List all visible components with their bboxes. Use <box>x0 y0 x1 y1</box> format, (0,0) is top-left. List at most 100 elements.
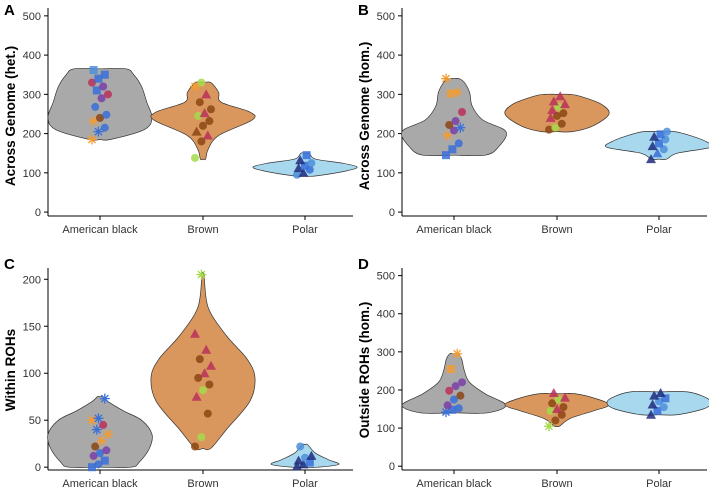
data-point <box>87 134 97 145</box>
x-tick-label: Brown <box>187 224 218 236</box>
data-point <box>442 151 450 160</box>
data-point <box>451 382 460 391</box>
x-tick-label: Polar <box>646 224 672 236</box>
data-point <box>448 145 457 154</box>
data-point <box>441 73 451 84</box>
data-point <box>442 130 453 141</box>
data-point <box>191 391 202 401</box>
data-point <box>195 355 204 364</box>
data-point <box>655 388 666 398</box>
y-tick-label: 0 <box>35 207 41 219</box>
data-point <box>102 110 111 119</box>
data-point <box>207 105 215 114</box>
data-point <box>293 455 304 465</box>
panel-label: A <box>4 2 15 19</box>
data-point <box>89 66 98 75</box>
y-axis-label: Across Genome (het.) <box>3 46 18 186</box>
y-tick-label: 0 <box>35 462 41 474</box>
panel-c: C Within ROHs 0 50 100 150 200 American black… <box>3 256 353 489</box>
star-stroke <box>97 436 106 445</box>
data-point <box>94 460 103 469</box>
data-point <box>190 328 200 338</box>
data-point <box>454 139 463 148</box>
data-point <box>646 154 656 164</box>
data-point <box>206 360 216 370</box>
data-point <box>191 126 202 136</box>
data-point <box>99 420 108 429</box>
data-point <box>649 390 660 400</box>
data-point <box>194 373 203 382</box>
data-point <box>552 404 562 414</box>
data-point <box>301 161 309 170</box>
y-tick-label: 100 <box>23 168 41 180</box>
data-point <box>102 446 111 455</box>
star-stroke <box>453 88 462 97</box>
data-point <box>202 130 213 140</box>
data-point <box>96 449 104 458</box>
data-point <box>555 91 566 101</box>
panel-d: D Outside ROHs (hom.) 0 100 200 300 400 500 Am… <box>357 256 709 489</box>
panel-label: C <box>4 256 15 273</box>
data-point <box>547 105 558 115</box>
y-tick-label: 200 <box>377 129 395 141</box>
violin-american-black <box>401 78 507 157</box>
star-stroke <box>443 131 452 140</box>
y-tick-label: 100 <box>377 168 395 180</box>
data-point <box>647 399 658 409</box>
data-point <box>446 89 455 98</box>
data-point <box>196 269 207 280</box>
data-point <box>559 109 568 118</box>
data-point <box>295 155 306 165</box>
data-point <box>454 404 463 413</box>
violin-american-black <box>47 68 153 141</box>
data-point <box>560 392 570 402</box>
data-point <box>199 368 210 378</box>
data-point <box>661 394 670 403</box>
data-point <box>548 399 557 408</box>
star-stroke <box>456 123 465 132</box>
data-point <box>87 415 97 426</box>
x-tick-label: American black <box>62 478 138 489</box>
x-tick-label: Brown <box>187 478 218 489</box>
x-tick-label: Polar <box>646 478 672 489</box>
star-stroke <box>545 422 553 431</box>
star-stroke <box>197 270 206 279</box>
data-point <box>100 123 109 132</box>
data-point <box>201 89 212 99</box>
x-tick-label: American black <box>416 224 492 236</box>
data-point <box>452 87 463 98</box>
panel-a: A Across Genome (het.) 0 100 200 300 400 500 A… <box>3 2 358 236</box>
data-point <box>646 409 656 419</box>
data-point <box>653 406 662 415</box>
data-point <box>647 141 658 151</box>
data-point <box>88 463 96 472</box>
x-tick-label: Brown <box>541 478 572 489</box>
data-point <box>656 130 665 139</box>
y-tick-label: 50 <box>29 415 41 427</box>
y-tick-label: 500 <box>377 11 395 23</box>
y-axis-label: Outside ROHs (hom.) <box>357 302 372 439</box>
y-tick-label: 400 <box>377 309 395 321</box>
y-tick-label: 0 <box>389 461 395 473</box>
star-stroke <box>89 117 98 126</box>
y-axis-label: Across Genome (hom.) <box>357 42 372 191</box>
data-point <box>191 153 199 162</box>
data-point <box>93 413 104 424</box>
y-tick-label: 200 <box>23 129 41 141</box>
data-point <box>652 148 663 158</box>
data-point <box>659 403 668 412</box>
x-tick-label: Polar <box>292 224 318 236</box>
data-point <box>655 139 663 148</box>
y-tick-label: 150 <box>23 321 41 333</box>
data-point <box>195 98 204 107</box>
data-point <box>306 450 317 460</box>
data-point <box>557 119 566 128</box>
data-point <box>458 108 466 116</box>
data-point <box>296 442 305 451</box>
data-point <box>548 96 559 106</box>
data-point <box>197 433 206 442</box>
data-point <box>649 131 660 141</box>
y-tick-label: 300 <box>23 89 41 101</box>
data-point <box>190 81 200 92</box>
